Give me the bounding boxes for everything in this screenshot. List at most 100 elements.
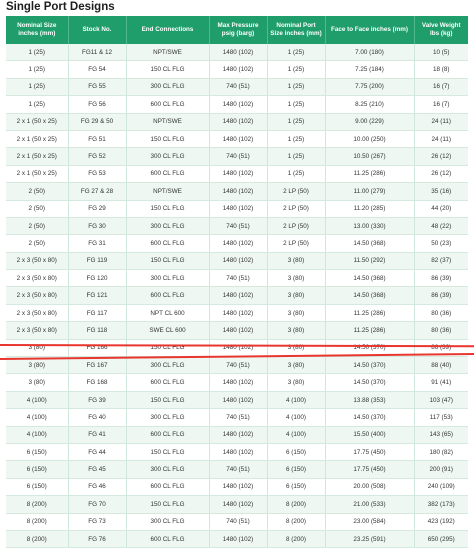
col-port-size: Nominal Port Size inches (mm) — [267, 16, 326, 44]
table-cell: 1 (25) — [6, 95, 69, 114]
table-cell: 17.75 (450) — [325, 460, 415, 479]
table-cell: 35 (16) — [414, 182, 468, 201]
table-cell: 740 (51) — [209, 513, 268, 531]
table-cell: 2 (50) — [6, 182, 69, 201]
table-cell: 11.50 (292) — [325, 252, 415, 271]
table-cell: 1480 (102) — [209, 200, 268, 218]
table-cell: 11.25 (286) — [325, 304, 415, 323]
table-cell: 80 (36) — [414, 321, 468, 340]
table-cell: 300 CL FLG — [126, 217, 210, 236]
table-cell: 150 CL FLG — [126, 130, 210, 149]
table-cell: 6 (150) — [6, 460, 69, 479]
table-cell: 7.75 (200) — [325, 78, 415, 97]
table-cell: 6 (150) — [6, 443, 69, 462]
table-row: 1 (25) FG 56 600 CL FLG 1480 (102) 1 (25) 8.2… — [6, 95, 468, 114]
table-cell: 3 (80) — [267, 321, 326, 340]
table-cell: 8 (200) — [267, 530, 326, 548]
col-valve-weight: Valve Weight lbs (kg) — [414, 16, 468, 44]
table-cell: 150 CL FLG — [126, 391, 210, 410]
table-cell: 600 CL FLG — [126, 234, 210, 253]
table-cell: 88 (40) — [414, 356, 468, 375]
table-cell: FG 73 — [68, 513, 127, 531]
table-cell: 24 (11) — [414, 130, 468, 149]
table-cell: SWE CL 600 — [126, 321, 210, 340]
table-cell: 86 (39) — [414, 286, 468, 305]
table-cell: 14.50 (368) — [325, 234, 415, 253]
table-cell: 10.50 (267) — [325, 147, 415, 166]
table-row: 4 (100) FG 41 600 CL FLG 1480 (102) 4 (100) 1… — [6, 426, 468, 444]
table-cell: 423 (192) — [414, 513, 468, 531]
table-cell: 8 (200) — [6, 495, 69, 514]
table-cell: FG 53 — [68, 165, 127, 184]
table-cell: NPT CL 600 — [126, 304, 210, 323]
table-cell: 2 x 3 (50 x 80) — [6, 286, 69, 305]
table-cell: NPT/SWE — [126, 113, 210, 131]
table-cell: 21.00 (533) — [325, 495, 415, 514]
table-cell: 600 CL FLG — [126, 286, 210, 305]
table-cell: 1 (25) — [267, 165, 326, 184]
table-cell: 3 (80) — [267, 286, 326, 305]
table-cell: 86 (39) — [414, 339, 468, 358]
table-cell: FG 120 — [68, 269, 127, 288]
table-cell: 17.75 (450) — [325, 443, 415, 462]
table-cell: 3 (80) — [267, 304, 326, 323]
table-cell: 1 (25) — [6, 44, 69, 62]
table-cell: 2 x 1 (50 x 25) — [6, 113, 69, 131]
table-cell: 740 (51) — [209, 269, 268, 288]
table-row: 2 x 1 (50 x 25) FG 53 600 CL FLG 1480 (102)… — [6, 165, 468, 184]
table-cell: 300 CL FLG — [126, 460, 210, 479]
table-cell: 117 (53) — [414, 408, 468, 427]
table-cell: 48 (22) — [414, 217, 468, 236]
table-cell: 2 x 3 (50 x 80) — [6, 269, 69, 288]
table-cell: 600 CL FLG — [126, 426, 210, 444]
table-cell: FG11 & 12 — [68, 44, 127, 62]
table-row: 2 x 3 (50 x 80) FG 117 NPT CL 600 1480 (102… — [6, 304, 468, 323]
table-cell: 3 (80) — [6, 373, 69, 392]
table-row: 2 (50) FG 31 600 CL FLG 1480 (102) 2 LP (50)… — [6, 234, 468, 253]
table-cell: 300 CL FLG — [126, 269, 210, 288]
table-cell: FG 168 — [68, 373, 127, 392]
table-cell: 82 (37) — [414, 252, 468, 271]
table-cell: 740 (51) — [209, 147, 268, 166]
table-cell: 3 (80) — [267, 373, 326, 392]
table-cell: 1 (25) — [267, 60, 326, 79]
table-cell: FG 55 — [68, 78, 127, 97]
table-cell: 4 (100) — [267, 426, 326, 444]
table-cell: 4 (100) — [267, 408, 326, 427]
table-cell: 1 (25) — [267, 147, 326, 166]
table-cell: 2 x 1 (50 x 25) — [6, 147, 69, 166]
table-row: 3 (80) FG 166 150 CL FLG 1480 (102) 3 (80) 14… — [6, 339, 468, 358]
table-cell: FG 29 & 50 — [68, 113, 127, 131]
table-cell: 24 (11) — [414, 113, 468, 131]
table-cell: 3 (80) — [6, 339, 69, 358]
table-cell: 4 (100) — [6, 391, 69, 410]
table-row: 2 x 1 (50 x 25) FG 51 150 CL FLG 1480 (102)… — [6, 130, 468, 149]
table-cell: 1 (25) — [6, 78, 69, 97]
table-cell: FG 27 & 28 — [68, 182, 127, 201]
table-row: 4 (100) FG 40 300 CL FLG 740 (51) 4 (100) 14.… — [6, 408, 468, 427]
col-stock-no: Stock No. — [68, 16, 127, 44]
table-cell: 44 (20) — [414, 200, 468, 218]
table-cell: 1480 (102) — [209, 426, 268, 444]
table-cell: 740 (51) — [209, 408, 268, 427]
table-cell: 200 (91) — [414, 460, 468, 479]
table-cell: NPT/SWE — [126, 182, 210, 201]
table-row: 2 (50) FG 27 & 28 NPT/SWE 1480 (102) 2 LP (5… — [6, 182, 468, 201]
table-cell: 740 (51) — [209, 78, 268, 97]
table-row: 2 x 3 (50 x 80) FG 118 SWE CL 600 1480 (102… — [6, 321, 468, 340]
table-cell: 300 CL FLG — [126, 356, 210, 375]
table-row: 2 x 3 (50 x 80) FG 121 600 CL FLG 1480 (102… — [6, 286, 468, 305]
table-row: 8 (200) FG 73 300 CL FLG 740 (51) 8 (200) 23.… — [6, 513, 468, 531]
table-cell: 3 (80) — [267, 252, 326, 271]
table-cell: 23.25 (591) — [325, 530, 415, 548]
table-cell: 600 CL FLG — [126, 165, 210, 184]
table-cell: 1480 (102) — [209, 304, 268, 323]
table-cell: 86 (39) — [414, 269, 468, 288]
table-cell: 143 (65) — [414, 426, 468, 444]
table-cell: 8 (200) — [6, 530, 69, 548]
table-cell: 50 (23) — [414, 234, 468, 253]
table-cell: FG 30 — [68, 217, 127, 236]
table-cell: 16 (7) — [414, 95, 468, 114]
table-cell: 1480 (102) — [209, 373, 268, 392]
table-cell: 382 (173) — [414, 495, 468, 514]
